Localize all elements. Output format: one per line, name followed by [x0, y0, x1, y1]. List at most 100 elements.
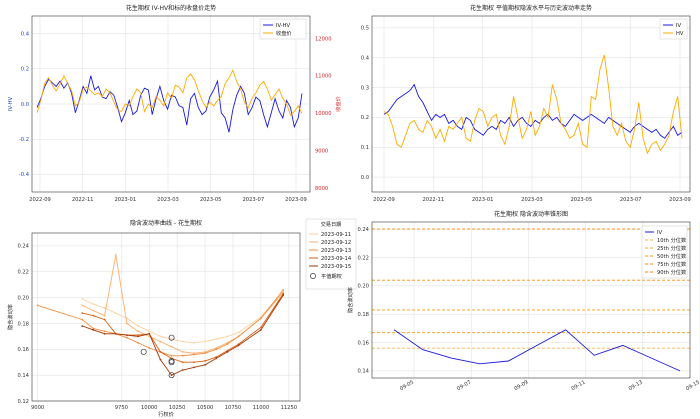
- c3-series-point: [204, 340, 206, 343]
- c2-xtick-label: 2022-09: [373, 197, 395, 203]
- c2-ytick-label: 0.3: [361, 85, 369, 91]
- c4-legend-label: 50th 分位数: [657, 252, 687, 260]
- c3-atm-marker: [168, 334, 175, 341]
- c3-series-point: [181, 361, 184, 364]
- c3-ytick-label: 0.12: [17, 399, 29, 405]
- c3-series-point: [226, 335, 229, 338]
- c3-series-point: [92, 303, 95, 305]
- c2-ytick-label: 0.0: [361, 175, 369, 181]
- c3-series-point: [237, 335, 240, 338]
- c3-series-point: [193, 361, 195, 364]
- c3-xtick-label: 11000: [253, 405, 270, 411]
- c3-title: 隐含波动率曲线 - 花生期权: [130, 219, 202, 227]
- c4-xtick-label: 09-09: [513, 380, 529, 393]
- c3-legend-label: 2023-09-12: [321, 240, 351, 246]
- c2-frame: [371, 15, 691, 193]
- c1-xtick-label: 2023-05: [200, 197, 222, 203]
- c4-legend-label: 75th 分位数: [657, 260, 687, 268]
- c3-series-point: [114, 254, 117, 256]
- c3-series-point: [226, 349, 229, 352]
- c3-xtick-label: 10000: [141, 405, 158, 411]
- c1-ytick-left-label: 0.0: [21, 102, 29, 108]
- c3-series-point: [204, 363, 206, 366]
- c3-series-point: [282, 291, 285, 294]
- c3-series-point: [193, 353, 195, 356]
- c1-ytick-left-label: 0.2: [21, 67, 29, 73]
- c3-series-point: [137, 334, 139, 336]
- c3-xlabel: 行权价: [158, 410, 174, 418]
- c3-legend-label: 2023-09-13: [321, 248, 351, 254]
- c1-series-line-0: [36, 75, 303, 133]
- c1-title: 花生期权 IV-HV和标的收盘价走势: [126, 4, 216, 12]
- c3-series-point: [226, 343, 229, 346]
- c3-series-point: [215, 338, 218, 340]
- c3-series-point: [193, 352, 195, 355]
- c3-series-point: [181, 369, 184, 371]
- c2-xtick-label: 2022-11: [422, 197, 444, 203]
- c3-legend-label: 2023-09-15: [321, 264, 351, 270]
- c4-ytick-label: 0.20: [357, 284, 369, 290]
- c2-legend-label: IV: [676, 23, 682, 29]
- c3-ylabel: 隐含波动率: [6, 304, 14, 330]
- c4-xtick-label: 09-11: [571, 380, 587, 393]
- c3-xtick-label: 9750: [115, 405, 128, 411]
- c3-legend-box: [305, 218, 357, 290]
- c1-legend-label: IV-HV: [276, 23, 291, 29]
- c3-series-point: [204, 350, 206, 353]
- c4-ytick-label: 0.18: [357, 312, 369, 318]
- c3-series-point: [170, 374, 173, 377]
- c3-series-point: [181, 340, 184, 343]
- c1-xtick-label: 2022-09: [29, 197, 51, 203]
- c3-series-point: [137, 341, 139, 344]
- c3-series-point: [114, 312, 117, 315]
- c3-series-line-4: [82, 294, 284, 376]
- c2-legend-box: [659, 18, 688, 40]
- c1-ytick-right-label: 9000: [315, 149, 328, 155]
- c4-xtick-label: 09-05: [399, 380, 415, 393]
- c3-series-point: [81, 312, 84, 315]
- c3-ytick-label: 0.14: [17, 373, 29, 379]
- c4-title: 花生期权 隐含波动率锥形图: [494, 210, 568, 218]
- c4-ytick-label: 0.16: [357, 340, 369, 346]
- c3-series-point: [114, 332, 117, 335]
- c3-series-point: [193, 341, 195, 344]
- c3-atm-marker: [168, 372, 175, 379]
- c4-legend-label: 90th 分位数: [657, 268, 687, 276]
- c1-series-line-1: [36, 69, 303, 117]
- c1-xtick-label: 2023-09: [285, 197, 307, 203]
- c3-legend-label: 平值期权: [321, 272, 343, 280]
- c3-series-point: [92, 309, 95, 312]
- c2-legend-label: HV: [676, 31, 684, 37]
- c4-legend-label: 10th 分位数: [657, 236, 687, 244]
- c3-ytick-label: 0.24: [17, 244, 29, 250]
- c1-ytick-right-label: 8000: [315, 186, 328, 192]
- c2-ytick-label: 0.1: [361, 145, 369, 151]
- c3-series-line-1: [82, 254, 284, 354]
- c3-series-point: [237, 344, 240, 347]
- c3-series-point: [126, 322, 128, 325]
- c3-xtick-label: 11250: [281, 405, 298, 411]
- c2-ytick-label: 0.2: [361, 115, 369, 121]
- c4-ytick-label: 0.22: [357, 255, 369, 261]
- c3-series-point: [193, 366, 195, 369]
- c1-ylabel-left: IV-HV: [8, 97, 14, 112]
- c1-ytick-right-label: 12000: [315, 36, 332, 42]
- c4-legend-label: 25th 分位数: [657, 244, 687, 252]
- c3-series-point: [137, 335, 139, 338]
- c3-series-point: [282, 294, 285, 296]
- c2-xtick-label: 2023-07: [620, 197, 642, 203]
- c3-series-point: [81, 318, 84, 321]
- c3-series-point: [260, 329, 262, 331]
- c3-series-point: [148, 347, 151, 349]
- c1-ytick-right-label: 10000: [315, 111, 332, 117]
- c1-xtick-label: 2023-03: [157, 197, 179, 203]
- c3-ytick-label: 0.16: [17, 347, 29, 353]
- c4-ytick-label: 0.24: [357, 227, 369, 233]
- c3-series-point: [137, 330, 139, 333]
- c3-xtick-label: 10500: [197, 405, 214, 411]
- c3-frame: [31, 232, 301, 402]
- c1-frame: [31, 15, 311, 193]
- c3-atm-marker: [168, 359, 175, 366]
